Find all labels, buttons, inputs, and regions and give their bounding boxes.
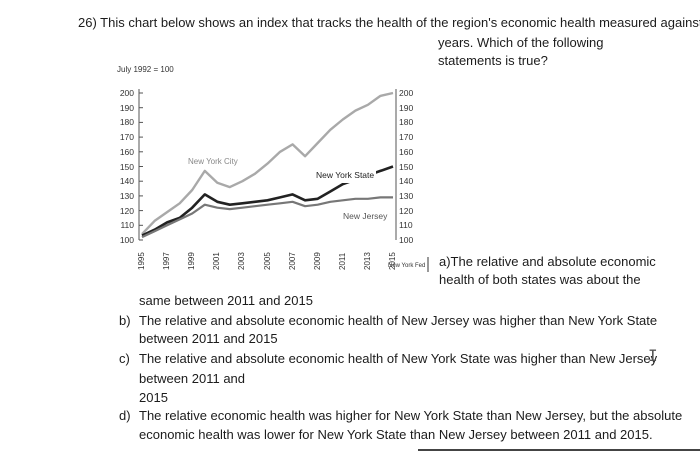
left-tick-marks xyxy=(139,92,143,241)
x-tick-label: 2011 xyxy=(337,252,347,270)
y-tick-label-right: 130 xyxy=(399,190,414,201)
option-a-line-1: a)The relative and absolute economic xyxy=(439,254,656,269)
y-tick-label-left: 100 xyxy=(119,235,134,245)
option-c-line-2: between 2011 and xyxy=(139,371,246,386)
option-d-letter: d) xyxy=(119,408,131,423)
x-tick-label: 1995 xyxy=(137,252,146,270)
option-a-line-2: health of both states was about the xyxy=(439,272,641,287)
y-tick-label-left: 190 xyxy=(119,102,134,113)
y-tick-label-right: 150 xyxy=(399,161,414,172)
x-tick-label: 1999 xyxy=(187,252,197,270)
label-new-jersey: New Jersey xyxy=(341,208,390,224)
series-line-new-york-city xyxy=(141,91,394,235)
question-line-3: statements is true? xyxy=(438,53,548,68)
y-tick-label-left: 150 xyxy=(119,161,134,172)
y-tick-label-right: 170 xyxy=(399,132,414,143)
x-tick-label: 2005 xyxy=(262,252,272,270)
x-tick-label: 1997 xyxy=(162,252,172,270)
y-tick-label-right: 180 xyxy=(399,117,414,128)
option-d-line-2: economic health was lower for New York S… xyxy=(139,427,653,442)
y-tick-label-right: 110 xyxy=(399,220,413,231)
series-line-new-jersey xyxy=(141,196,393,239)
y-tick-label-right: 140 xyxy=(399,176,414,187)
y-tick-label-right: 120 xyxy=(399,205,414,216)
y-tick-label-right: 100 xyxy=(399,235,414,245)
option-c-line-3: 2015 xyxy=(139,390,168,405)
y-tick-label-left: 130 xyxy=(119,190,134,201)
option-b-line-2: between 2011 and 2015 xyxy=(139,331,278,346)
label-new-york-city: New York City xyxy=(188,157,238,166)
y-tick-label-left: 160 xyxy=(119,146,134,157)
option-b-letter: b) xyxy=(119,313,131,328)
option-c-line-1: The relative and absolute economic healt… xyxy=(139,351,658,366)
y-tick-label-left: 120 xyxy=(119,205,134,216)
option-d-line-1: The relative economic health was higher … xyxy=(139,408,683,423)
x-tick-label: 2003 xyxy=(237,252,247,270)
bottom-rule xyxy=(418,449,700,451)
y-tick-label-left: 170 xyxy=(119,132,134,143)
x-tick-label: 2001 xyxy=(212,252,222,270)
y-tick-label-right: 160 xyxy=(399,146,414,157)
y-tick-label-left: 180 xyxy=(119,117,134,128)
text-cursor-icon: I xyxy=(648,346,658,365)
chart-source: New York Fed xyxy=(388,263,426,269)
y-tick-label-left: 110 xyxy=(120,220,134,231)
y-tick-label-right: 200 xyxy=(399,88,414,98)
option-b-line-1: The relative and absolute economic healt… xyxy=(139,313,658,328)
y-tick-label-right: 190 xyxy=(399,102,414,113)
y-tick-label-left: 200 xyxy=(119,88,134,98)
chart-title: July 1992 = 100 xyxy=(117,65,174,74)
y-tick-label-left: 140 xyxy=(119,176,134,187)
option-a-line-3: same between 2011 and 2015 xyxy=(139,293,313,308)
x-tick-label: 2009 xyxy=(312,252,322,270)
option-c-letter: c) xyxy=(119,351,130,366)
x-tick-label: 2007 xyxy=(287,252,297,270)
question-line-1: 26) This chart below shows an index that… xyxy=(78,15,700,30)
x-tick-label: 2013 xyxy=(362,252,372,270)
label-new-york-state: New York State xyxy=(314,167,377,183)
question-line-2: years. Which of the following xyxy=(438,35,604,50)
